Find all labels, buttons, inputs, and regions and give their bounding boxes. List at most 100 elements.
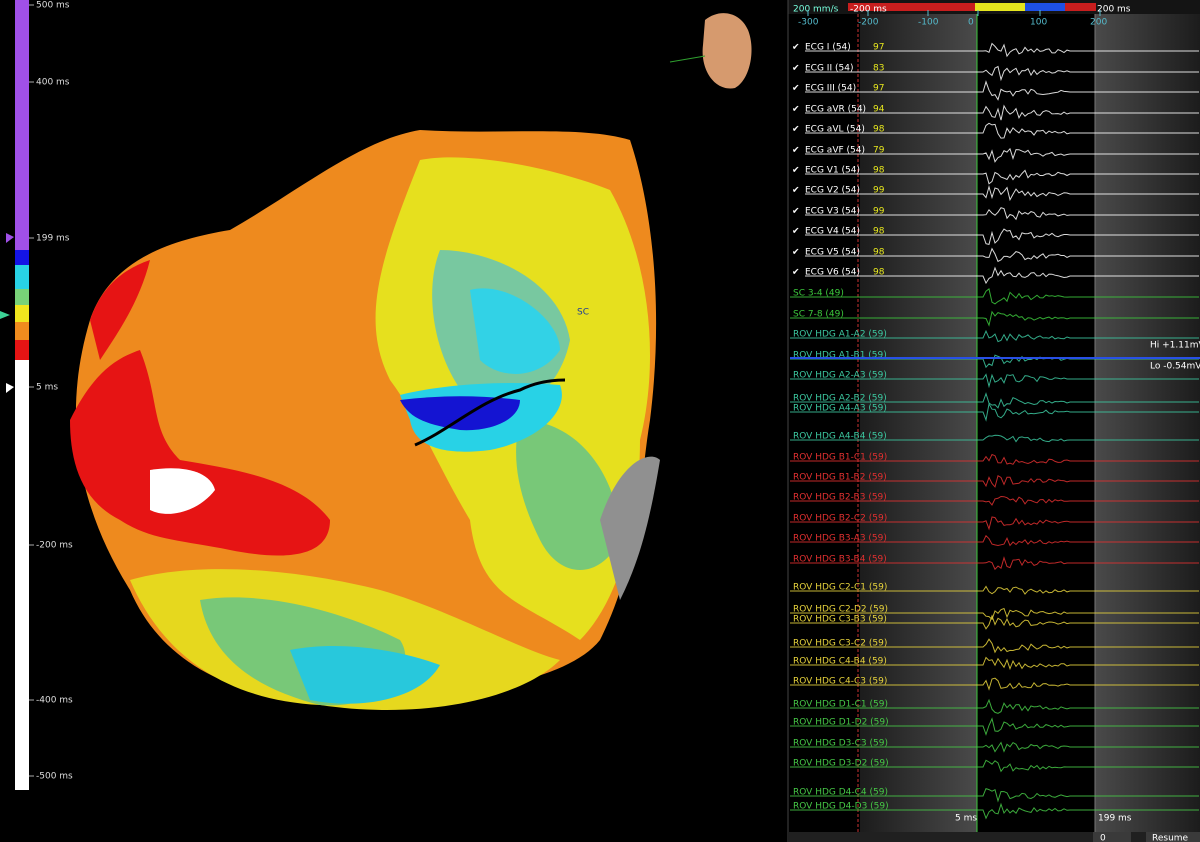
check-mark: ✔ — [792, 186, 800, 196]
window-start: -200 ms — [850, 5, 887, 15]
channel-value: 97 — [873, 43, 884, 53]
signal-trace — [790, 677, 1199, 691]
channel-label[interactable]: ROV HDG A4-B4 (59) — [793, 432, 887, 442]
channel-label[interactable]: ROV HDG C3-B3 (59) — [793, 615, 887, 625]
signal-trace — [805, 247, 1199, 263]
channel-label[interactable]: ECG I (54) — [805, 43, 851, 53]
signal-trace — [790, 802, 1199, 820]
channel-label[interactable]: ECG V6 (54) — [805, 268, 860, 278]
signal-trace — [790, 717, 1199, 736]
signal-trace — [805, 80, 1199, 101]
channel-label[interactable]: ECG V2 (54) — [805, 186, 860, 196]
channel-label[interactable]: ROV HDG B3-B4 (59) — [793, 555, 887, 565]
channel-label[interactable]: ECG aVR (54) — [805, 105, 866, 115]
signal-trace — [805, 122, 1199, 139]
channel-label[interactable]: ROV HDG D3-C3 (59) — [793, 739, 888, 749]
channel-label[interactable]: ROV HDG B1-B2 (59) — [793, 473, 887, 483]
signal-trace — [805, 42, 1199, 58]
signal-panel — [787, 0, 1200, 842]
time-tick-label: -100 — [918, 18, 939, 28]
channel-label[interactable]: ROV HDG A1-A2 (59) — [793, 330, 887, 340]
signal-trace — [790, 310, 1199, 327]
signal-trace — [790, 329, 1199, 343]
signal-trace — [805, 184, 1199, 202]
channel-label[interactable]: ROV HDG C2-C1 (59) — [793, 583, 887, 593]
channel-label[interactable]: ECG V3 (54) — [805, 207, 860, 217]
channel-label[interactable]: ROV HDG B3-A3 (59) — [793, 534, 887, 544]
channel-label[interactable]: ROV HDG A4-A3 (59) — [793, 404, 887, 414]
signal-trace — [790, 585, 1199, 595]
channel-label[interactable]: ECG V1 (54) — [805, 166, 860, 176]
channel-label[interactable]: ECG aVL (54) — [805, 125, 865, 135]
signal-trace — [805, 147, 1199, 163]
signal-trace — [790, 638, 1199, 654]
channel-label[interactable]: ROV HDG C3-C2 (59) — [793, 639, 887, 649]
activation-map — [70, 13, 752, 710]
channel-value: 99 — [873, 186, 885, 196]
channel-label[interactable]: ECG V5 (54) — [805, 248, 860, 258]
window-end-ms: 199 ms — [1098, 814, 1132, 824]
colorbar-label: -500 ms — [36, 772, 73, 782]
channel-value: 97 — [873, 84, 884, 94]
colorbar-label: 199 ms — [36, 234, 70, 244]
channel-label[interactable]: ROV HDG C4-B4 (59) — [793, 657, 887, 667]
channel-label[interactable]: ROV HDG D1-C1 (59) — [793, 700, 888, 710]
check-mark: ✔ — [792, 166, 800, 176]
check-mark: ✔ — [792, 146, 800, 156]
channel-value: 98 — [873, 125, 885, 135]
channel-value: 94 — [873, 105, 885, 115]
check-mark: ✔ — [792, 105, 800, 115]
channel-label[interactable]: ROV HDG D1-D2 (59) — [793, 718, 889, 728]
signal-trace — [805, 169, 1199, 185]
resume-button[interactable] — [1146, 832, 1200, 842]
signal-trace — [805, 266, 1199, 285]
signal-trace — [790, 373, 1199, 389]
signal-trace — [805, 104, 1199, 121]
signal-trace — [790, 402, 1199, 422]
channel-label[interactable]: ROV HDG A2-B2 (59) — [793, 394, 887, 404]
check-mark: ✔ — [792, 64, 800, 74]
check-mark: ✔ — [792, 207, 800, 217]
channel-label[interactable]: ROV HDG A1-B1 (59) — [793, 351, 887, 361]
channel-label[interactable]: SC 3-4 (49) — [793, 289, 844, 299]
channel-value: 98 — [873, 248, 885, 258]
signal-trace — [790, 607, 1199, 621]
colorbar-label: 400 ms — [36, 78, 70, 88]
colorbar — [0, 0, 29, 790]
channel-label[interactable]: SC 7-8 (49) — [793, 310, 844, 320]
window-start-ms: 5 ms — [955, 814, 977, 824]
signal-trace — [805, 207, 1199, 221]
channel-value: 98 — [873, 166, 885, 176]
time-tick-label: 200 — [1090, 18, 1107, 28]
channel-label[interactable]: ROV HDG C2-D2 (59) — [793, 605, 888, 615]
channel-label[interactable]: ROV HDG C4-C3 (59) — [793, 677, 887, 687]
colorbar-label: 5 ms — [36, 383, 58, 393]
signal-trace — [790, 534, 1199, 547]
channel-label[interactable]: ROV HDG B2-B3 (59) — [793, 493, 887, 503]
check-mark: ✔ — [792, 268, 800, 278]
channel-label[interactable]: ROV HDG D4-C4 (59) — [793, 788, 888, 798]
signal-trace — [790, 656, 1199, 671]
channel-label[interactable]: ROV HDG B2-C2 (59) — [793, 514, 887, 524]
speed-label: 200 mm/s — [793, 5, 839, 15]
resume-button-label[interactable]: Resume — [1152, 834, 1189, 842]
channel-label[interactable]: ROV HDG D3-D2 (59) — [793, 759, 889, 769]
channel-label[interactable]: ROV HDG D4-D3 (59) — [793, 802, 889, 812]
channel-label[interactable]: ROV HDG A2-A3 (59) — [793, 371, 887, 381]
signal-trace — [790, 495, 1199, 506]
time-tick-label: 0 — [968, 18, 974, 28]
channel-label[interactable]: ECG V4 (54) — [805, 227, 860, 237]
channel-label[interactable]: ECG II (54) — [805, 64, 853, 74]
signal-trace — [790, 741, 1199, 753]
channel-value: 98 — [873, 268, 885, 278]
signal-trace — [790, 288, 1199, 305]
dropdown[interactable]: 0 — [1100, 834, 1106, 842]
time-tick-label: 100 — [1030, 18, 1047, 28]
channel-label[interactable]: ECG aVF (54) — [805, 146, 865, 156]
channel-label[interactable]: ROV HDG B1-C1 (59) — [793, 453, 887, 463]
channel-value: 99 — [873, 207, 885, 217]
channel-label[interactable]: ECG III (54) — [805, 84, 856, 94]
check-mark: ✔ — [792, 84, 800, 94]
